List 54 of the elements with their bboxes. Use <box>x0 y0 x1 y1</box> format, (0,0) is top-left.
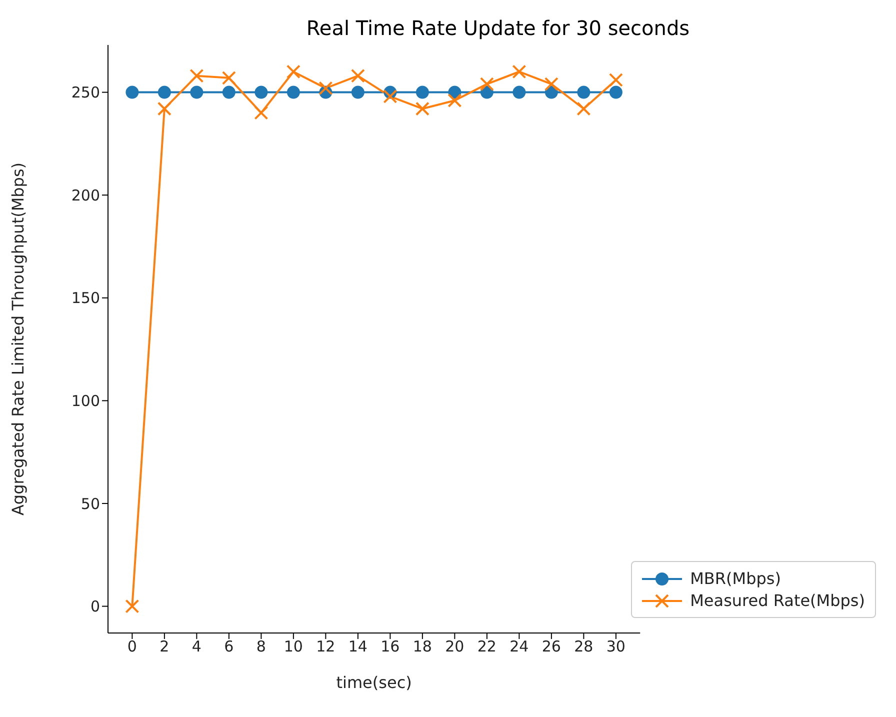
point <box>576 102 591 116</box>
y-tick-label: 100 <box>71 392 100 410</box>
point <box>577 86 590 99</box>
point <box>125 599 140 614</box>
point <box>286 86 300 99</box>
point <box>351 86 364 99</box>
x-tick-label: 30 <box>606 638 626 656</box>
point <box>544 77 558 92</box>
y-tick-label: 250 <box>71 84 100 102</box>
x-tick-label: 12 <box>316 638 336 656</box>
x-tick-label: 14 <box>348 638 368 656</box>
x-axis-title: time(sec) <box>336 673 412 692</box>
x-tick-label: 18 <box>412 638 432 656</box>
point <box>190 86 204 99</box>
point <box>480 77 494 92</box>
x-tick-label: 10 <box>284 638 303 656</box>
y-tick-label: 200 <box>71 186 100 204</box>
x-tick-label: 4 <box>192 638 202 656</box>
point <box>254 106 268 120</box>
legend-label: Measured Rate(Mbps) <box>690 591 865 610</box>
point <box>157 102 172 116</box>
point <box>126 86 139 99</box>
point <box>286 64 300 79</box>
x-tick-label: 0 <box>127 638 137 656</box>
point <box>222 70 236 85</box>
legend-label: MBR(Mbps) <box>690 569 781 588</box>
x-tick-label: 28 <box>574 638 594 656</box>
point <box>318 81 333 96</box>
point <box>190 68 204 83</box>
point <box>512 86 526 99</box>
x-tick-label: 6 <box>224 638 234 656</box>
point <box>158 86 171 99</box>
x-tick-label: 24 <box>510 638 529 656</box>
y-tick-label: 150 <box>71 289 100 308</box>
x-tick-label: 20 <box>445 638 464 656</box>
chart-title: Real Time Rate Update for 30 seconds <box>305 16 691 40</box>
y-tick-label: 50 <box>80 494 100 513</box>
x-tick-label: 22 <box>477 638 496 656</box>
x-tick-label: 26 <box>542 638 561 656</box>
x-tick-label: 8 <box>256 638 266 656</box>
point <box>448 94 462 108</box>
point <box>609 86 622 99</box>
y-axis-title: Aggregated Rate Limited Throughput(Mbps) <box>8 162 28 516</box>
point <box>608 72 623 87</box>
point <box>383 89 398 104</box>
x-tick-label: 16 <box>380 638 400 656</box>
point <box>222 86 236 99</box>
point <box>254 86 268 99</box>
x-tick-label: 2 <box>160 638 170 656</box>
point <box>350 68 365 83</box>
y-tick-label: 0 <box>90 598 100 616</box>
point <box>416 86 429 99</box>
point <box>512 64 526 79</box>
point <box>415 102 430 116</box>
